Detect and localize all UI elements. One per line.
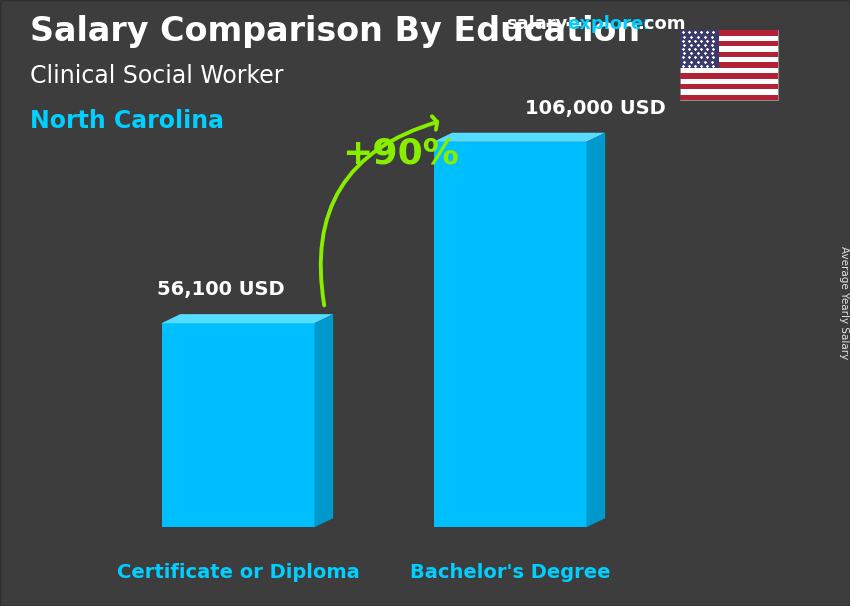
Text: +90%: +90% bbox=[342, 137, 459, 171]
Text: North Carolina: North Carolina bbox=[30, 109, 224, 133]
Bar bbox=[680, 84, 778, 89]
Bar bbox=[680, 30, 719, 68]
Polygon shape bbox=[586, 133, 605, 527]
Polygon shape bbox=[162, 314, 333, 323]
Bar bbox=[680, 95, 778, 100]
Text: salary: salary bbox=[506, 15, 567, 33]
Text: 56,100 USD: 56,100 USD bbox=[157, 280, 285, 299]
Polygon shape bbox=[434, 133, 605, 142]
Bar bbox=[680, 41, 778, 47]
Text: Average Yearly Salary: Average Yearly Salary bbox=[839, 247, 849, 359]
Bar bbox=[680, 52, 778, 57]
Text: Bachelor's Degree: Bachelor's Degree bbox=[410, 563, 610, 582]
Polygon shape bbox=[314, 314, 333, 527]
Text: .com: .com bbox=[637, 15, 685, 33]
Bar bbox=[680, 73, 778, 79]
Text: Salary Comparison By Education: Salary Comparison By Education bbox=[30, 15, 640, 48]
Text: Clinical Social Worker: Clinical Social Worker bbox=[30, 64, 283, 88]
Text: 106,000 USD: 106,000 USD bbox=[524, 99, 666, 118]
Bar bbox=[680, 30, 778, 100]
Text: Certificate or Diploma: Certificate or Diploma bbox=[116, 563, 360, 582]
Bar bbox=[680, 30, 778, 36]
Polygon shape bbox=[434, 142, 586, 527]
Text: explorer: explorer bbox=[567, 15, 652, 33]
Bar bbox=[680, 62, 778, 68]
Polygon shape bbox=[162, 323, 314, 527]
